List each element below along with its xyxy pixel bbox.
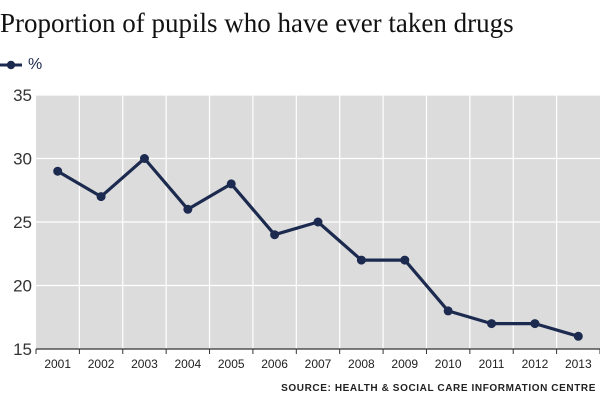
data-point: [573, 331, 583, 341]
legend-label: %: [28, 56, 43, 73]
data-point: [183, 204, 193, 214]
source-note: SOURCE: HEALTH & SOCIAL CARE INFORMATION…: [281, 383, 596, 394]
x-tick-label: 2011: [479, 357, 505, 371]
x-tick-label: 2004: [174, 357, 201, 371]
legend: %: [0, 56, 42, 74]
x-tick-label: 2010: [435, 357, 462, 371]
chart-title: Proportion of pupils who have ever taken…: [0, 8, 514, 38]
y-tick-label: 25: [13, 213, 32, 232]
x-tick-label: 2012: [522, 357, 549, 371]
data-point: [443, 306, 453, 316]
data-point: [400, 255, 410, 265]
x-tick-label: 2008: [348, 357, 375, 371]
x-tick-label: 2007: [305, 357, 332, 371]
x-tick-label: 2009: [391, 357, 418, 371]
x-tick-label: 2005: [218, 357, 245, 371]
x-tick-label: 2001: [44, 357, 71, 371]
y-tick-label: 30: [13, 150, 32, 169]
data-point: [53, 166, 63, 176]
legend-line-marker-icon: [0, 60, 22, 70]
data-point: [96, 192, 106, 202]
data-point: [139, 154, 149, 163]
x-tick-label: 2002: [88, 357, 115, 371]
data-point: [356, 255, 366, 265]
data-point: [313, 217, 323, 227]
data-point: [270, 230, 280, 240]
y-tick-label: 20: [13, 277, 32, 296]
x-tick-label: 2013: [565, 357, 592, 371]
y-tick-label: 35: [13, 86, 32, 105]
x-tick-label: 2003: [131, 357, 158, 371]
x-tick-label: 2006: [261, 357, 288, 371]
y-tick-label: 15: [13, 340, 32, 359]
data-point: [530, 319, 540, 329]
data-point: [487, 319, 497, 329]
data-point: [226, 179, 236, 189]
